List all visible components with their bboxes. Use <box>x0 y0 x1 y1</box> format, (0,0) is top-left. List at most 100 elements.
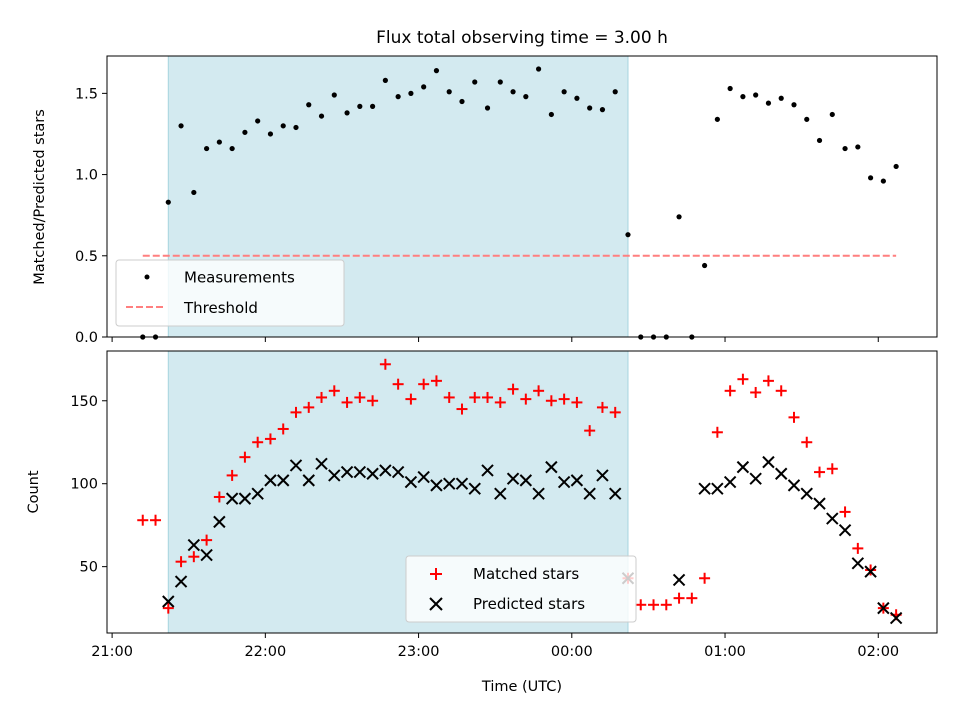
matched-stars-point <box>188 551 200 563</box>
x-tick-label: 21:00 <box>91 644 133 660</box>
matched-stars-point <box>865 564 877 576</box>
measurements-point <box>587 105 593 111</box>
predicted-stars-point <box>238 492 252 505</box>
matched-stars-point <box>750 386 762 398</box>
matched-stars-point <box>277 423 289 435</box>
predicted-stars-point <box>749 472 762 485</box>
matched-stars-point <box>724 385 736 397</box>
measurements-point <box>484 105 491 111</box>
predicted-stars-point <box>277 474 290 487</box>
measurements-point <box>676 214 682 220</box>
measurements-point <box>395 94 401 100</box>
x-tick-label: 23:00 <box>398 644 440 660</box>
measurements-point <box>612 89 618 95</box>
predicted-stars-point <box>379 464 392 477</box>
y-tick-label: 100 <box>70 477 98 493</box>
predicted-stars-point <box>315 457 328 471</box>
predicted-stars-point <box>826 512 839 525</box>
predicted-stars-point <box>698 482 711 495</box>
predicted-stars-point <box>391 465 405 479</box>
measurements-point <box>229 145 235 152</box>
predicted-stars-point <box>162 595 175 608</box>
top-panel-axes-layer: 0.0 0.5 1.0 1.5 <box>75 55 938 346</box>
predicted-stars-point <box>672 573 686 587</box>
matched-stars-point <box>367 395 379 407</box>
measurements-point <box>829 111 835 118</box>
predicted-stars-point <box>609 487 622 500</box>
predicted-stars-point <box>787 479 801 492</box>
measurements-point <box>433 68 440 74</box>
bottom-legend: Matched stars Predicted stars <box>405 555 637 623</box>
predicted-stars-point <box>545 460 558 474</box>
matched-stars-point <box>354 391 366 403</box>
measurements-point <box>191 189 197 196</box>
matched-stars-point <box>596 401 608 413</box>
matched-stars-legend-marker <box>430 568 442 580</box>
predicted-stars-point <box>353 465 367 479</box>
predicted-stars-point <box>583 487 596 500</box>
matched-stars-point <box>430 375 442 387</box>
predicted-stars-point <box>813 497 826 510</box>
predicted-stars-point <box>711 482 724 495</box>
matched-stars-point <box>137 514 149 526</box>
predicted-stars-point <box>570 474 584 487</box>
measurements-point <box>765 100 772 106</box>
y-tick-label: 0.0 <box>75 330 98 346</box>
matched-stars-point <box>762 375 774 387</box>
measurements-point <box>804 116 810 122</box>
predicted-stars-point <box>187 538 201 552</box>
top-panel: 0.0 0.5 1.0 1.5 Matched/Predicted stars Mea… <box>32 55 938 346</box>
measurements-point <box>293 124 299 131</box>
predicted-stars-point <box>762 455 775 469</box>
measurements-point <box>740 94 746 100</box>
measurements-point <box>561 89 567 95</box>
measurements-point <box>599 107 606 113</box>
top-chart-title: Flux total observing time = 3.00 h <box>376 28 668 48</box>
matched-stars-point <box>558 393 570 405</box>
matched-stars-point <box>213 491 225 503</box>
y-tick-label: 1.0 <box>75 168 98 184</box>
matched-stars-legend-label: Matched stars <box>473 565 579 583</box>
matched-stars-point <box>226 469 238 481</box>
measurements-point <box>868 175 874 181</box>
matched-stars-point <box>239 451 251 463</box>
matched-stars-point <box>609 406 621 418</box>
matched-stars-point <box>494 396 506 408</box>
bottom-y-axis-label: Count <box>26 470 42 513</box>
predicted-stars-point <box>864 565 877 578</box>
measurements-point <box>625 232 631 238</box>
measurements-point <box>280 123 286 129</box>
measurements-point <box>510 89 516 95</box>
measurements-point <box>255 118 261 124</box>
measurements-point <box>178 123 184 129</box>
predicted-stars-point <box>340 465 354 479</box>
matched-stars-point <box>673 592 685 604</box>
measurements-point <box>446 89 452 95</box>
predicted-stars-point <box>723 475 737 489</box>
predicted-stars-point <box>532 487 545 500</box>
matched-stars-point <box>162 602 174 614</box>
matched-stars-point <box>686 592 698 604</box>
matched-stars-point <box>175 556 187 568</box>
measurements-point <box>702 262 708 269</box>
matched-stars-point <box>201 534 213 546</box>
top-y-axis-label: Matched/Predicted stars <box>32 109 48 285</box>
predicted-stars-point <box>200 548 213 562</box>
measurements-point <box>344 110 350 116</box>
predicted-stars-point <box>889 611 903 625</box>
measurements-point <box>318 113 325 119</box>
matched-stars-point <box>328 385 340 397</box>
predicted-stars-legend-label: Predicted stars <box>473 595 585 613</box>
predicted-stars-point <box>251 487 264 500</box>
predicted-stars-point <box>800 487 813 500</box>
measurements-point <box>242 129 248 135</box>
measurements-point <box>714 116 720 122</box>
measurements-point <box>893 163 899 170</box>
y-tick-label: 50 <box>80 560 98 576</box>
measurements-point <box>472 79 478 85</box>
matched-stars-point <box>775 385 787 397</box>
measurements-point <box>204 145 210 152</box>
matched-stars-point <box>852 542 864 554</box>
matched-stars-point <box>392 378 404 390</box>
matched-stars-point <box>303 401 315 413</box>
